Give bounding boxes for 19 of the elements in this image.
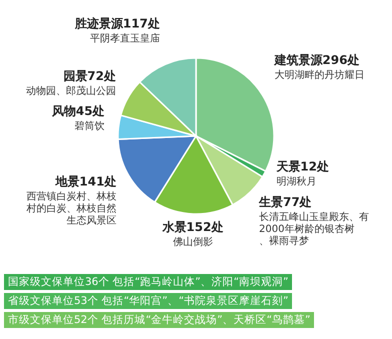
slice-label: 生景77处 <box>258 195 312 210</box>
text: 平阴孝直玉皇庙 <box>90 33 160 44</box>
slice-label: 天景12处 <box>275 159 330 174</box>
text: 动物园、郎茂山公园 <box>26 86 116 98</box>
text: 国家级文保单位36个 包括“跑马岭山体”、济阳“南坝观洞” <box>4 274 292 290</box>
text: 市级文保单位52个 包括历城“金牛岭交战场”、天桥区“鸟鹊墓” <box>4 312 314 328</box>
slice-label: 风物45处 <box>50 104 105 118</box>
slice-label: 园景72处 <box>63 69 116 84</box>
text: 碧筒饮 <box>74 121 105 132</box>
text: 西营镇白炭村、林枝村的白炭、林枝自然生态风景区 <box>26 191 116 226</box>
text: 长清五峰山玉皇殿东、有2000年树龄的银杏树、裸雨寻梦 <box>259 212 370 248</box>
text: 省级文保单位53个 包括“华阳宫”、“书院泉景区摩崖石刻” <box>4 293 292 309</box>
slice-label: 胜迹景源117处 <box>74 16 160 30</box>
slice-label: 建筑景源296处 <box>273 52 360 67</box>
text: 大明湖畔的丹坊耀日 <box>274 70 364 81</box>
slice-label: 地景141处 <box>54 174 116 188</box>
text: 明湖秋月 <box>276 176 316 188</box>
slice-label: 水景152处 <box>161 220 224 234</box>
text: 佛山倒影 <box>172 236 213 248</box>
